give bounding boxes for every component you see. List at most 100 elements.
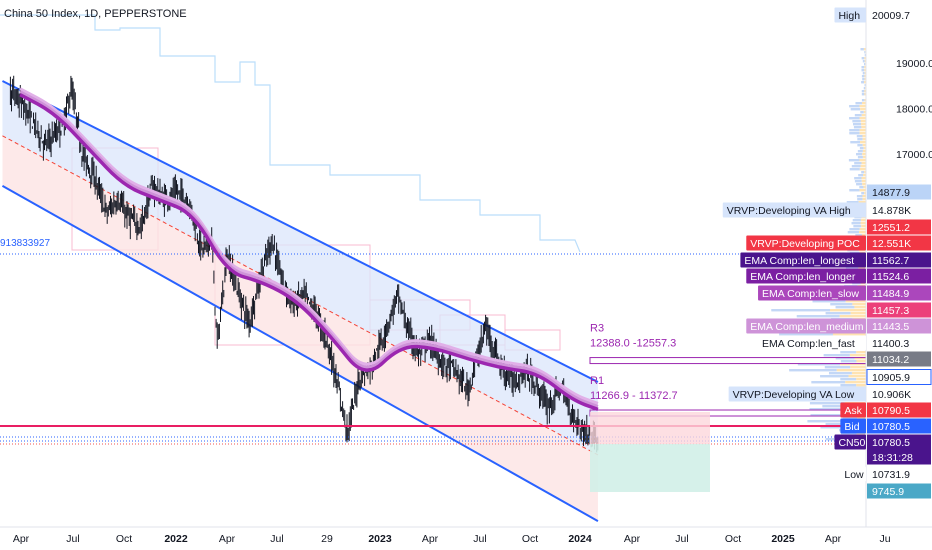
- price-tag-label-bg: [840, 466, 866, 482]
- profile-bar: [864, 171, 866, 174]
- profile-bar: [849, 189, 860, 192]
- profile-bar: [846, 201, 859, 204]
- profile-bar: [840, 351, 857, 354]
- pivot-range: 12388.0 -12557.3: [590, 338, 676, 350]
- profile-bar: [853, 225, 862, 228]
- profile-bar: [852, 219, 861, 222]
- price-tag-value-bg: [867, 235, 931, 251]
- profile-bar: [850, 108, 861, 111]
- profile-bar: [859, 147, 864, 150]
- profile-bar: [864, 54, 866, 57]
- profile-bar: [861, 99, 865, 102]
- profile-bar: [857, 138, 863, 141]
- profile-bar: [854, 114, 862, 117]
- profile-bar: [861, 81, 865, 84]
- profile-bar: [855, 234, 862, 237]
- profile-bar: [863, 147, 866, 150]
- profile-bar: [861, 126, 866, 129]
- profile-bar: [854, 180, 862, 183]
- x-tick-label: Oct: [116, 533, 132, 545]
- profile-bar: [830, 309, 866, 312]
- x-tick-label: 2025: [771, 533, 795, 545]
- price-tag-value-bg: [867, 402, 931, 418]
- profile-bar: [855, 102, 862, 105]
- x-tick-label: Apr: [13, 533, 30, 545]
- profile-bar: [850, 141, 861, 144]
- profile-bar: [864, 84, 866, 87]
- price-tag-label-bg: [746, 318, 866, 334]
- profile-bar: [862, 183, 866, 186]
- profile-bar: [858, 267, 866, 270]
- price-tag-value: 10780.5: [872, 437, 910, 449]
- profile-bar: [863, 174, 866, 177]
- profile-bar: [848, 159, 860, 162]
- profile-bar: [851, 165, 861, 168]
- x-tick-label: 2024: [568, 533, 592, 545]
- profile-bar: [828, 372, 852, 375]
- profile-bar: [861, 180, 866, 183]
- profile-bar: [861, 234, 866, 237]
- pivot-name: R3: [590, 323, 604, 335]
- profile-bar: [830, 303, 853, 306]
- price-tag-value: 9745.9: [872, 486, 904, 498]
- profile-bar: [809, 402, 845, 405]
- profile-bar: [860, 165, 866, 168]
- profile-bar: [856, 360, 866, 363]
- profile-bar: [856, 351, 866, 354]
- price-tag-value: 14877.9: [872, 187, 910, 199]
- channel-upper-fill: [2, 81, 598, 455]
- profile-bar: [849, 168, 860, 171]
- profile-bar: [820, 426, 849, 429]
- profile-bar: [861, 192, 865, 195]
- profile-bar: [849, 354, 866, 357]
- pivot-zone: [589, 357, 867, 365]
- ema-ribbon: [19, 87, 599, 412]
- ema-line: [19, 90, 599, 408]
- profile-bar: [835, 357, 855, 360]
- profile-bar: [862, 144, 866, 147]
- price-tag-label-bg: [758, 285, 866, 301]
- chart-title: China 50 Index, 1D, PEPPERSTONE: [4, 8, 187, 20]
- x-tick-label: Ju: [879, 533, 890, 545]
- price-tag-value-bg: [867, 252, 931, 268]
- price-tag-label: High: [838, 10, 860, 22]
- profile-bar: [779, 333, 833, 336]
- price-tag-value: 11443.5: [872, 321, 909, 333]
- x-tick-label: Apr: [219, 533, 236, 545]
- profile-bar: [853, 126, 862, 129]
- target-zone: [590, 444, 710, 492]
- price-tag-label-bg: [840, 402, 866, 418]
- pivot-range: 11266.9 - 11372.7: [590, 390, 678, 402]
- profile-bar: [863, 186, 866, 189]
- profile-bar: [859, 231, 866, 234]
- profile-bar: [859, 189, 866, 192]
- price-tag-value-bg: [867, 483, 931, 499]
- price-tag-label: VRVP:Developing POC: [750, 238, 860, 250]
- price-tag-value: 12551.2: [872, 222, 910, 234]
- price-tag-value-bg: [867, 202, 931, 218]
- profile-bar: [864, 72, 866, 75]
- profile-bar: [861, 177, 866, 180]
- price-tag-value: 11562.7: [872, 255, 909, 267]
- profile-bar: [851, 372, 866, 375]
- price-tag-label-bg: [746, 235, 866, 251]
- price-tag-value-bg: [867, 302, 931, 318]
- profile-bar: [859, 228, 866, 231]
- profile-bar: [860, 48, 864, 51]
- profile-bar: [849, 228, 860, 231]
- profile-bar: [864, 81, 866, 84]
- profile-bar: [861, 93, 865, 96]
- price-tag-label: Bid: [844, 421, 859, 433]
- profile-bar: [864, 63, 866, 66]
- price-tag-value-bg: [867, 285, 931, 301]
- profile-bar: [771, 309, 831, 312]
- x-tick-label: Jul: [66, 533, 79, 545]
- levels: 913833927 R3 12388.0 -12557.3 R1 11266.9 - 1…: [0, 238, 867, 492]
- profile-bar: [857, 144, 863, 147]
- profile-bar: [822, 405, 850, 408]
- price-tag-label: EMA Comp:len_longer: [750, 271, 856, 283]
- price-tag-value: 10780.5: [872, 421, 910, 433]
- profile-bar: [856, 153, 863, 156]
- profile-bar: [845, 300, 866, 303]
